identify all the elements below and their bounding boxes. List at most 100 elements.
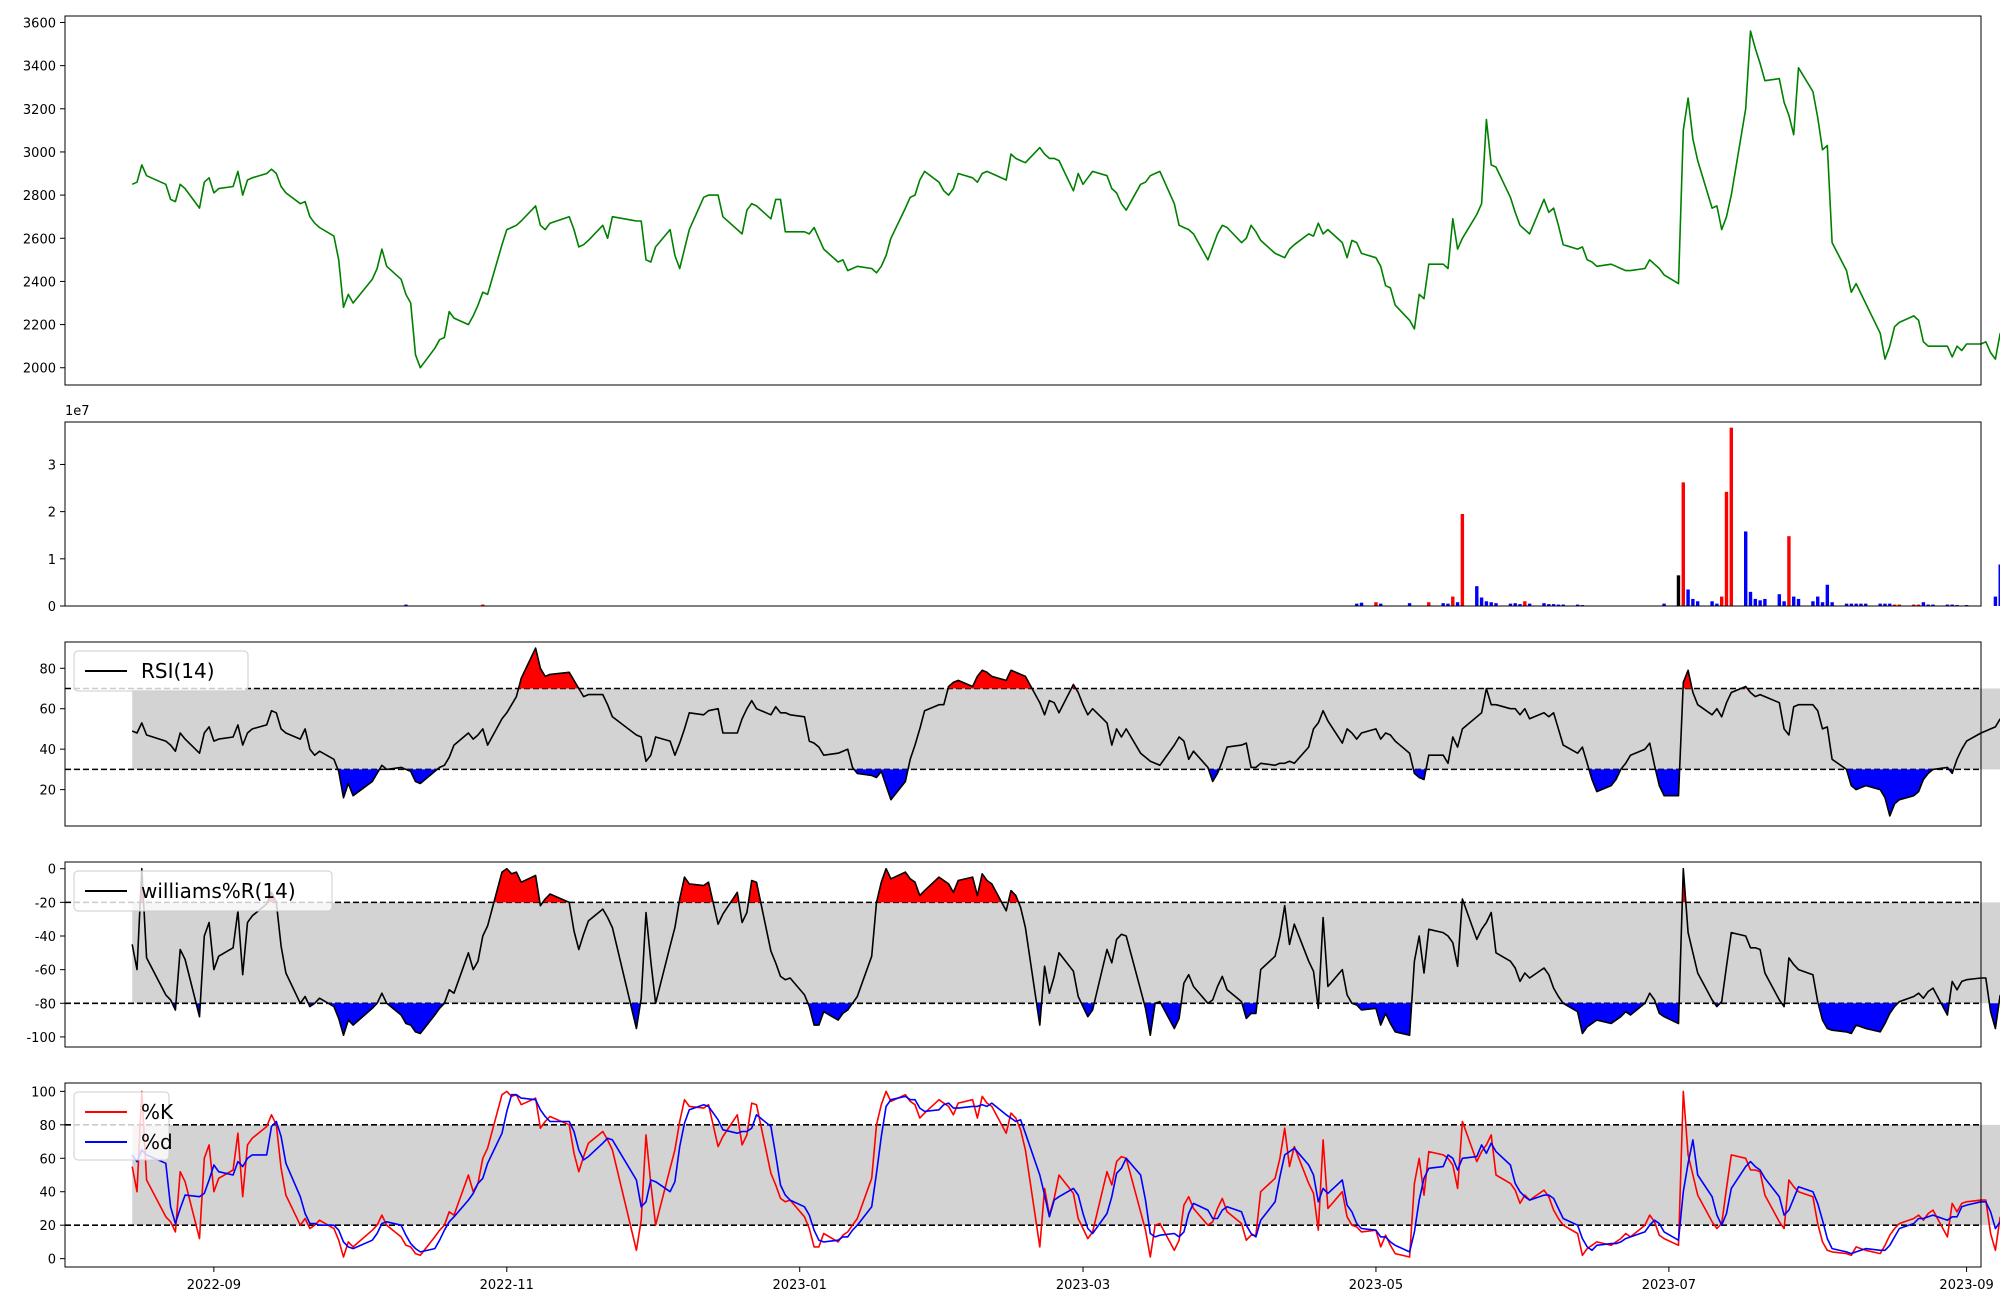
volume-bar [1844,603,1849,606]
volume-bar [1849,603,1854,606]
y-tick-label: 3200 [23,103,56,118]
oversold-fill [1144,1003,1156,1036]
overbought-fill [876,868,1002,903]
percent-k-line [131,1090,2000,1258]
volume-bar [1691,598,1695,606]
y-tick-label: 60 [39,703,56,718]
oversold-fill [854,769,908,800]
volume-bar [1787,536,1791,606]
legend: %K %d [73,1091,174,1161]
volume-bar [1998,564,2000,606]
volume-bar [1926,604,1930,606]
overbought-fill [679,877,714,903]
oversold-fill [1846,769,1933,816]
williams-r-panel: -100 -80 -60 -40 -20 0 williams%R(14) [26,861,2000,1048]
volume-bar [1830,602,1834,606]
legend-box [73,650,249,692]
legend-label: williams%R(14) [141,879,296,903]
volume-bar [1758,600,1762,606]
y-tick-label: 60 [39,1152,56,1167]
volume-bar [1407,603,1412,606]
volume-bar [1782,601,1786,606]
volume-bar [1729,427,1733,606]
rsi-line [131,647,2000,817]
y-tick-label: 2400 [23,275,56,290]
volume-offset-label: 1e7 [65,404,90,419]
volume-bar [1878,603,1882,606]
volume-bar [1854,603,1858,606]
volume-bar [1916,604,1921,606]
y-tick-label: 2200 [23,319,56,334]
volume-bar [1763,598,1767,606]
axes-frame [64,641,1982,827]
y-tick-label: 3400 [23,60,56,75]
axes-frame [64,15,1982,386]
volume-bar [1494,603,1498,606]
y-tick-label: 80 [39,662,56,677]
volume-bar [1681,482,1685,606]
volume-bar [1859,603,1863,606]
volume-bar [1355,603,1359,606]
volume-bar [1864,603,1868,606]
volume-bar [1816,596,1820,606]
volume-bar [1715,603,1719,606]
y-tick-label: 2000 [23,362,56,377]
volume-bar [1379,603,1383,606]
volume-bar [1575,604,1580,606]
volume-bar [481,604,485,606]
volume-bar [1359,602,1364,606]
price-line [131,30,2000,369]
volume-bar [1374,602,1378,606]
volume-bar [1556,604,1561,606]
volume-bar [1484,601,1489,606]
volume-panel: 0 1 2 3 1e7 [48,404,2000,615]
y-tick-label: -20 [35,896,56,911]
oversold-fill [386,1003,445,1034]
overbought-fill [1683,670,1692,689]
x-tick-label: 2023-07 [1642,1278,1696,1293]
volume-bar [1897,604,1902,606]
y-tick-label: 3 [48,458,56,473]
volume-bar [1777,594,1782,606]
oversold-fill [1208,769,1220,782]
axes-frame [64,421,1982,607]
volume-bar [1883,603,1887,606]
oversold-fill [1818,1003,1898,1034]
neutral-band [132,902,2000,1004]
y-tick-label: 2 [48,506,56,521]
volume-bar [1475,586,1479,606]
y-tick-label: 2600 [23,232,56,247]
neutral-band [132,1124,2000,1226]
y-tick-label: -40 [35,930,56,945]
volume-bar [1993,596,1998,606]
y-tick-label: 3600 [23,16,56,31]
x-tick-label: 2023-03 [1056,1278,1110,1293]
y-tick-label: 40 [39,1186,56,1201]
oversold-fill [1989,1003,1999,1029]
y-tick-label: -60 [35,964,56,979]
oversold-fill [1081,1003,1095,1017]
volume-bar [1451,596,1455,606]
oversold-fill [1413,769,1426,780]
volume-bar [1446,603,1450,606]
percent-d-line [131,1093,2000,1255]
volume-bar [1921,602,1926,606]
volume-bar [1825,584,1830,606]
oversold-fill [1589,769,1621,792]
oversold-fill [630,1003,641,1029]
volume-bar [1662,603,1666,606]
overbought-fill [948,670,1032,689]
volume-bar [1508,603,1513,606]
y-tick-label: 40 [39,743,56,758]
volume-bar [1724,491,1729,606]
volume-bar [1460,514,1465,606]
oversold-fill [1655,1003,1680,1024]
x-tick-label: 2023-05 [1349,1278,1403,1293]
volume-bar [1945,604,1950,606]
volume-bar [1748,591,1753,606]
y-tick-label: 3000 [23,146,56,161]
volume-bar [1931,604,1935,606]
y-tick-label: 80 [39,1119,56,1134]
y-tick-label: 20 [39,1219,56,1234]
